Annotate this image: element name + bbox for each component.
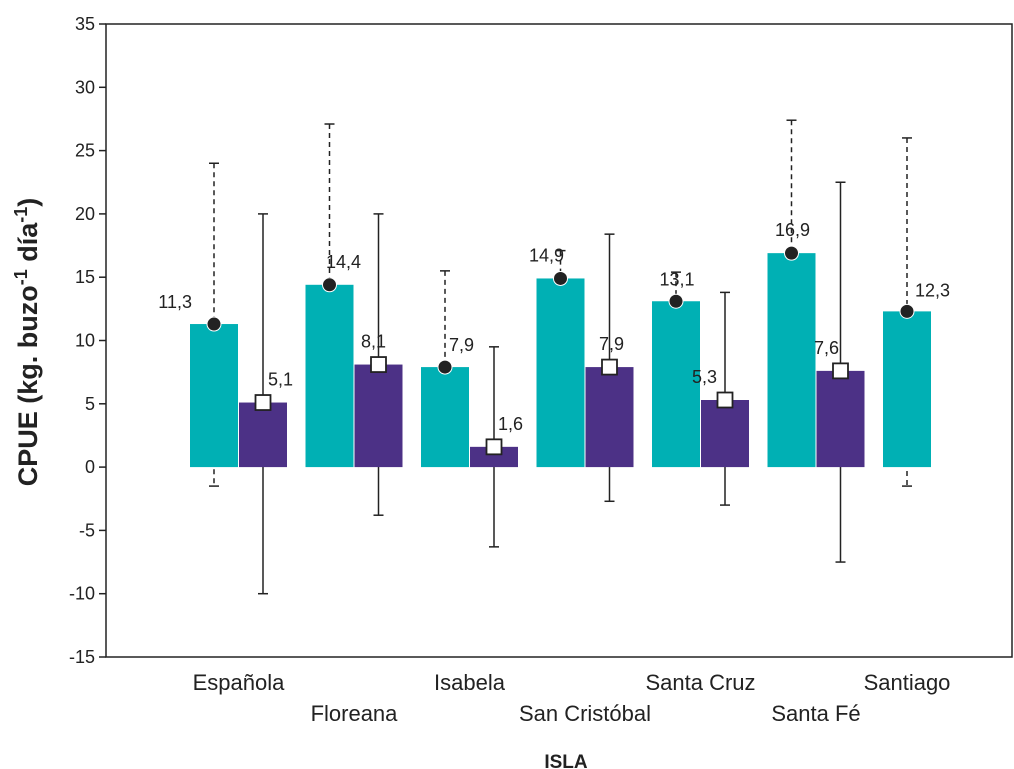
y-tick-label: 0	[85, 457, 95, 477]
data-label: 16,9	[775, 220, 810, 240]
point-marker	[899, 303, 915, 319]
point-marker	[832, 362, 849, 380]
bar	[883, 311, 931, 468]
x-tick-label: Santa Fé	[771, 701, 860, 726]
x-tick-label: Isabela	[434, 670, 506, 695]
bar	[354, 364, 403, 468]
point-marker	[322, 277, 337, 293]
x-axis-title: ISLA	[544, 752, 588, 769]
y-axis: -15 -10 -5 0 5 10 15 20 25 30 35	[69, 14, 106, 667]
data-label: 5,1	[268, 370, 293, 390]
data-label: 7,9	[599, 334, 624, 354]
y-tick-label: -10	[69, 584, 95, 604]
bar	[470, 446, 518, 468]
x-tick-label: Floreana	[311, 701, 399, 726]
data-label: 14,9	[529, 245, 564, 265]
y-tick-label: 10	[75, 331, 95, 351]
data-label: 1,6	[498, 414, 523, 434]
y-axis-title: CPUE (kg. buzo-1 día-1)	[11, 198, 43, 487]
bar	[652, 301, 700, 468]
data-label: 7,9	[449, 335, 474, 355]
markers	[206, 245, 915, 456]
data-label: 12,3	[915, 280, 950, 300]
bar	[239, 402, 287, 468]
x-tick-label: Santiago	[864, 670, 951, 695]
x-tick-label: Española	[193, 670, 286, 695]
point-marker	[553, 270, 568, 286]
y-tick-label: 25	[75, 141, 95, 161]
x-axis: Española Floreana Isabela San Cristóbal Sant…	[193, 670, 951, 726]
bar	[585, 367, 634, 468]
y-tick-label: 15	[75, 267, 95, 287]
data-label: 8,1	[361, 332, 386, 352]
point-marker	[601, 358, 618, 376]
data-label: 5,3	[692, 367, 717, 387]
data-label: 11,3	[158, 292, 192, 312]
x-tick-label: Santa Cruz	[645, 670, 755, 695]
data-label: 14,4	[326, 252, 361, 272]
y-tick-label: -15	[69, 647, 95, 667]
y-tick-label: 35	[75, 14, 95, 34]
bar	[421, 367, 469, 468]
point-marker	[485, 438, 503, 456]
data-label: 7,6	[814, 338, 839, 358]
point-marker	[206, 316, 222, 332]
point-marker	[437, 359, 453, 375]
point-marker	[716, 391, 734, 409]
x-tick-label: San Cristóbal	[519, 701, 651, 726]
bar	[816, 370, 865, 468]
bar	[190, 324, 238, 468]
point-marker	[254, 394, 272, 411]
point-marker	[784, 245, 799, 261]
bars	[190, 253, 931, 468]
y-tick-label: 5	[85, 394, 95, 414]
bar	[701, 400, 749, 468]
point-marker	[668, 293, 684, 309]
bar	[767, 253, 816, 468]
bar	[305, 284, 354, 468]
data-label: 13,1	[659, 269, 694, 289]
bar	[536, 278, 585, 468]
point-marker	[370, 356, 387, 373]
y-tick-label: 30	[75, 77, 95, 97]
y-tick-label: 20	[75, 204, 95, 224]
data-labels: 11,3 5,1 14,4 8,1 7,9 1,6 14,9 7,9 13,1 5,3 16,9 7,…	[158, 220, 950, 434]
y-tick-label: -5	[79, 520, 95, 540]
